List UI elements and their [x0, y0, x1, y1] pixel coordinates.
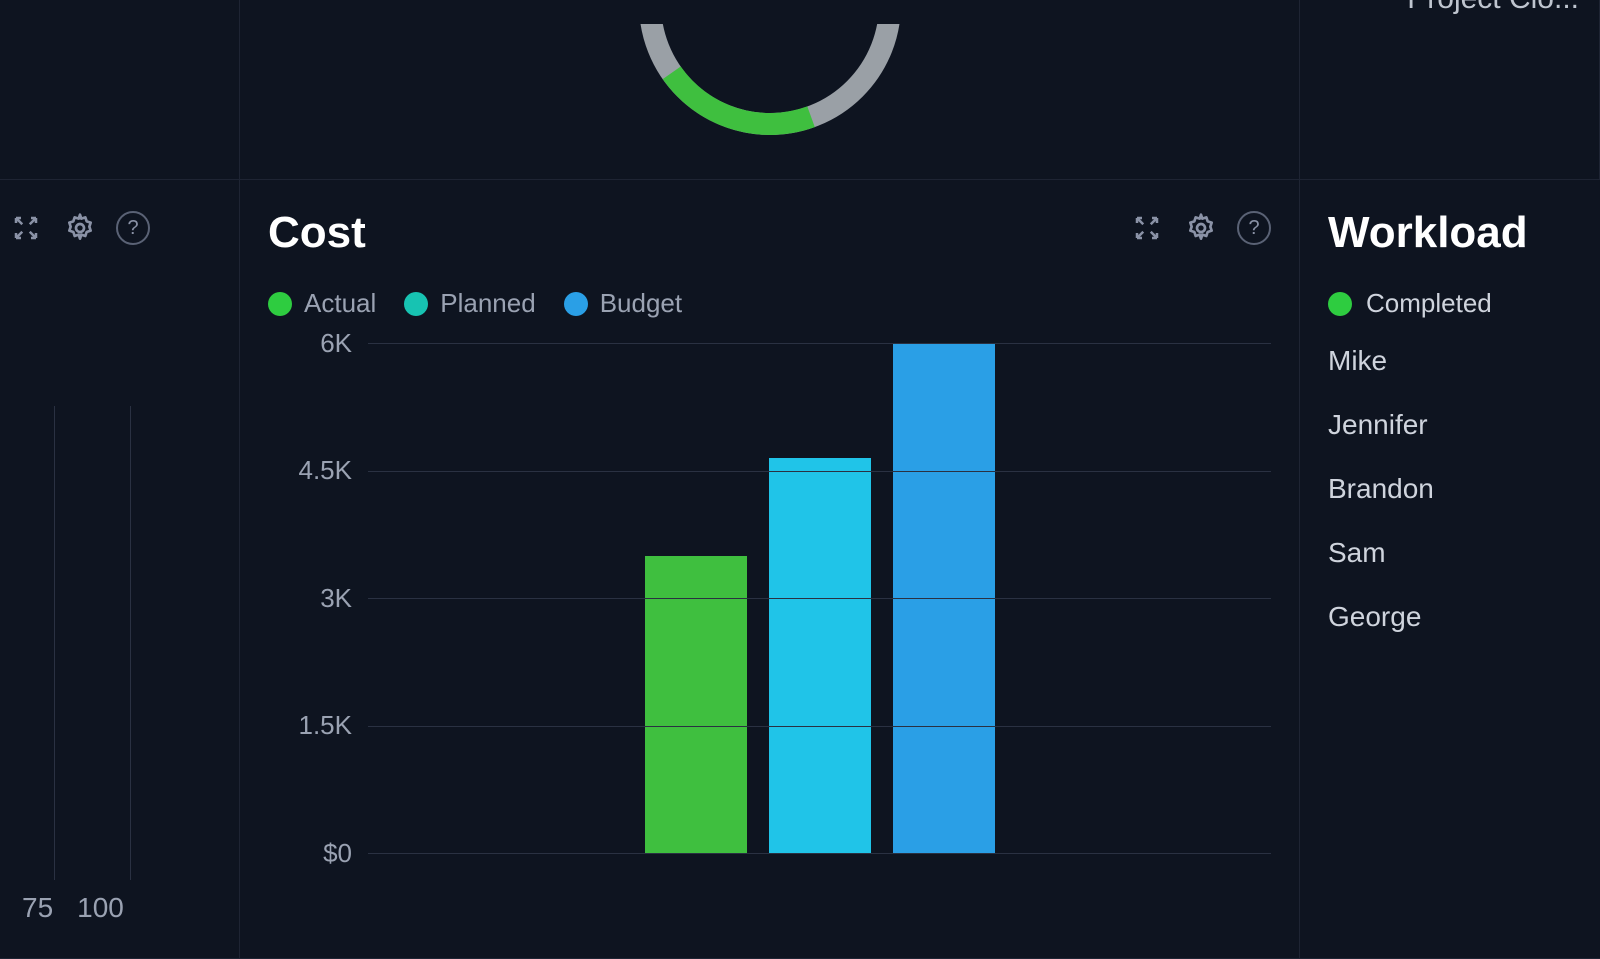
legend-label: Budget [600, 288, 682, 319]
legend-item[interactable]: Actual [268, 288, 376, 319]
legend-label: Actual [304, 288, 376, 319]
vgrid-line [130, 406, 131, 880]
legend-label: Planned [440, 288, 535, 319]
donut-chart-partial [240, 0, 1300, 180]
top-left-empty [0, 0, 240, 180]
y-axis: 6K4.5K3K1.5K$0 [268, 343, 368, 853]
left-panel: ? 75 100 [0, 180, 240, 959]
legend-swatch [564, 292, 588, 316]
legend-swatch [1328, 292, 1352, 316]
plot-area [368, 343, 1271, 853]
workload-item[interactable]: George [1328, 601, 1572, 633]
grid-line [368, 471, 1271, 472]
x-tick: 100 [77, 892, 124, 924]
workload-item[interactable]: Mike [1328, 345, 1572, 377]
workload-list: Mike Jennifer Brandon Sam George [1328, 345, 1572, 633]
cost-chart: 6K4.5K3K1.5K$0 [268, 343, 1271, 853]
x-axis-ticks: 75 100 [22, 892, 124, 924]
expand-icon[interactable] [1129, 210, 1165, 246]
vgrid-line [54, 406, 55, 880]
legend-item[interactable]: Planned [404, 288, 535, 319]
project-label-truncated: Project Clo... [1407, 0, 1579, 16]
expand-icon[interactable] [8, 210, 44, 246]
top-right-cell: Project Clo... [1300, 0, 1600, 180]
x-tick: 75 [22, 892, 53, 924]
left-panel-toolbar: ? [8, 210, 150, 246]
gear-icon[interactable] [1183, 210, 1219, 246]
help-icon[interactable]: ? [116, 211, 150, 245]
workload-panel: Workload Completed Mike Jennifer Brandon Sa… [1300, 180, 1600, 959]
workload-legend: Completed [1328, 288, 1572, 319]
help-icon[interactable]: ? [1237, 211, 1271, 245]
panel-title: Workload [1328, 208, 1572, 258]
cost-panel: Cost ? Actual Planned Budget 6K4.5K3K1.5K$… [240, 180, 1300, 959]
grid-line [368, 598, 1271, 599]
legend-swatch [404, 292, 428, 316]
donut-arc [620, 24, 920, 180]
grid-line [368, 853, 1271, 854]
legend-label: Completed [1366, 288, 1492, 319]
bar-actual[interactable] [645, 556, 747, 854]
legend-swatch [268, 292, 292, 316]
gear-icon[interactable] [62, 210, 98, 246]
workload-item[interactable]: Sam [1328, 537, 1572, 569]
workload-item[interactable]: Jennifer [1328, 409, 1572, 441]
cost-panel-toolbar: ? [1129, 210, 1271, 246]
panel-title: Cost [268, 208, 1271, 258]
bar-planned[interactable] [769, 458, 871, 853]
legend-item[interactable]: Budget [564, 288, 682, 319]
grid-line [368, 343, 1271, 344]
cost-legend: Actual Planned Budget [268, 288, 1271, 319]
grid-line [368, 726, 1271, 727]
workload-item[interactable]: Brandon [1328, 473, 1572, 505]
